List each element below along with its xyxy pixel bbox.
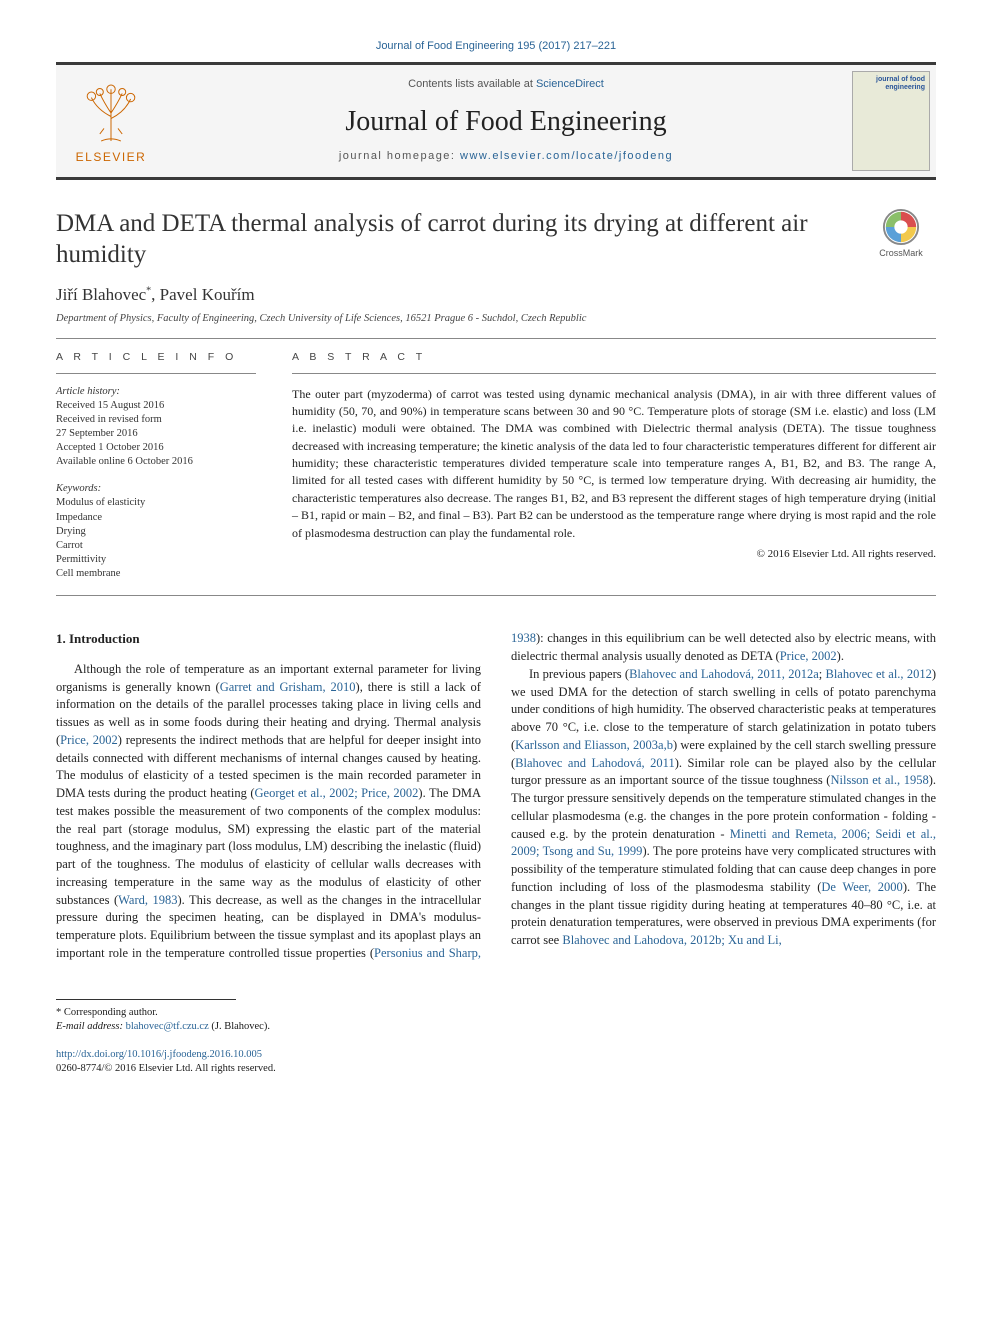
keyword-item: Modulus of elasticity — [56, 496, 256, 510]
history-item: Accepted 1 October 2016 — [56, 441, 256, 455]
homepage-line: journal homepage: www.elsevier.com/locat… — [166, 150, 846, 162]
doi-block: http://dx.doi.org/10.1016/j.jfoodeng.201… — [56, 1048, 936, 1076]
sciencedirect-link[interactable]: ScienceDirect — [536, 78, 604, 90]
citation-link[interactable]: Price, 2002 — [60, 733, 118, 747]
homepage-link[interactable]: www.elsevier.com/locate/jfoodeng — [460, 150, 673, 162]
email-suffix: (J. Blahovec). — [209, 1021, 270, 1032]
publisher-logo-box: ELSEVIER — [56, 65, 166, 177]
abstract-copyright: © 2016 Elsevier Ltd. All rights reserved… — [292, 548, 936, 560]
keywords-head: Keywords: — [56, 483, 256, 494]
footnote-lines: * Corresponding author. E-mail address: … — [56, 1006, 936, 1034]
section-title: Introduction — [69, 631, 140, 646]
elsevier-tree-icon — [76, 78, 146, 148]
citation-link[interactable]: Blahovec and Lahodová, 2011, 2012a — [629, 667, 819, 681]
body-text: ; — [819, 667, 826, 681]
body-paragraph: In previous papers (Blahovec and Lahodov… — [511, 666, 936, 950]
body-text: ): changes in this equilibrium can be we… — [511, 631, 936, 663]
author-sep: , — [151, 285, 160, 304]
history-item: 27 September 2016 — [56, 427, 256, 441]
citation-link[interactable]: Blahovec and Lahodová, 2011 — [515, 756, 675, 770]
rule-info — [56, 373, 256, 374]
email-link[interactable]: blahovec@tf.czu.cz — [126, 1021, 209, 1032]
footnote-rule — [56, 999, 236, 1004]
crossmark-badge[interactable]: CrossMark — [866, 208, 936, 258]
corresponding-note: * Corresponding author. — [56, 1006, 936, 1020]
citation-link[interactable]: Garret and Grisham, 2010 — [220, 680, 356, 694]
meta-row: A R T I C L E I N F O Article history: R… — [56, 351, 936, 582]
contents-line: Contents lists available at ScienceDirec… — [166, 78, 846, 90]
rule-abstract — [292, 373, 936, 374]
cover-title-text: journal of food engineering — [857, 76, 925, 91]
keyword-item: Drying — [56, 525, 256, 539]
email-line: E-mail address: blahovec@tf.czu.cz (J. B… — [56, 1020, 936, 1034]
rule-below-abstract — [56, 595, 936, 596]
keyword-item: Carrot — [56, 539, 256, 553]
rule-above-meta — [56, 338, 936, 339]
history-head: Article history: — [56, 386, 256, 397]
doi-link[interactable]: http://dx.doi.org/10.1016/j.jfoodeng.201… — [56, 1049, 262, 1060]
body-two-column: 1. Introduction Although the role of tem… — [56, 630, 936, 962]
authors-line: Jiří Blahovec*, Pavel Kouřím — [56, 285, 936, 305]
body-text: ). The DMA test makes possible the measu… — [56, 786, 481, 907]
body-text: In previous papers ( — [529, 667, 629, 681]
citation-link[interactable]: Nilsson et al., 1958 — [830, 773, 928, 787]
issn-copyright: 0260-8774/© 2016 Elsevier Ltd. All right… — [56, 1062, 936, 1076]
journal-citation-link[interactable]: Journal of Food Engineering 195 (2017) 2… — [56, 40, 936, 52]
article-info-column: A R T I C L E I N F O Article history: R… — [56, 351, 256, 582]
history-item: Received in revised form — [56, 413, 256, 427]
citation-link[interactable]: Ward, 1983 — [118, 893, 177, 907]
article-title: DMA and DETA thermal analysis of carrot … — [56, 208, 848, 271]
citation-link[interactable]: Georget et al., 2002; Price, 2002 — [255, 786, 419, 800]
author-1: Jiří Blahovec — [56, 285, 146, 304]
affiliation: Department of Physics, Faculty of Engine… — [56, 313, 936, 324]
journal-header: ELSEVIER Contents lists available at Sci… — [56, 62, 936, 180]
abstract-column: A B S T R A C T The outer part (myzoderm… — [292, 351, 936, 582]
section-number: 1. — [56, 631, 66, 646]
journal-title: Journal of Food Engineering — [166, 106, 846, 138]
history-item: Available online 6 October 2016 — [56, 455, 256, 469]
abstract-heading: A B S T R A C T — [292, 351, 936, 363]
author-2: Pavel Kouřím — [160, 285, 255, 304]
journal-cover-box: journal of food engineering — [846, 65, 936, 177]
homepage-prefix: journal homepage: — [339, 150, 460, 162]
citation-link[interactable]: De Weer, 2000 — [821, 880, 902, 894]
history-item: Received 15 August 2016 — [56, 399, 256, 413]
crossmark-label: CrossMark — [879, 248, 923, 258]
contents-prefix: Contents lists available at — [408, 78, 536, 90]
keyword-item: Impedance — [56, 511, 256, 525]
email-label: E-mail address: — [56, 1021, 126, 1032]
title-row: DMA and DETA thermal analysis of carrot … — [56, 208, 936, 271]
keyword-item: Permittivity — [56, 553, 256, 567]
article-info-heading: A R T I C L E I N F O — [56, 351, 256, 363]
citation-link[interactable]: Blahovec et al., 2012 — [826, 667, 932, 681]
body-text: ). — [837, 649, 844, 663]
crossmark-icon — [882, 208, 920, 246]
keyword-item: Cell membrane — [56, 567, 256, 581]
header-center: Contents lists available at ScienceDirec… — [166, 65, 846, 177]
citation-link[interactable]: Blahovec and Lahodova, 2012b; Xu and Li, — [562, 933, 781, 947]
elsevier-label: ELSEVIER — [76, 150, 147, 164]
citation-link[interactable]: Price, 2002 — [780, 649, 837, 663]
cover-thumbnail: journal of food engineering — [852, 71, 930, 171]
page-container: Journal of Food Engineering 195 (2017) 2… — [0, 0, 992, 1116]
citation-link[interactable]: Karlsson and Eliasson, 2003a,b — [515, 738, 673, 752]
section-heading-1: 1. Introduction — [56, 630, 481, 648]
abstract-text: The outer part (myzoderma) of carrot was… — [292, 386, 936, 543]
